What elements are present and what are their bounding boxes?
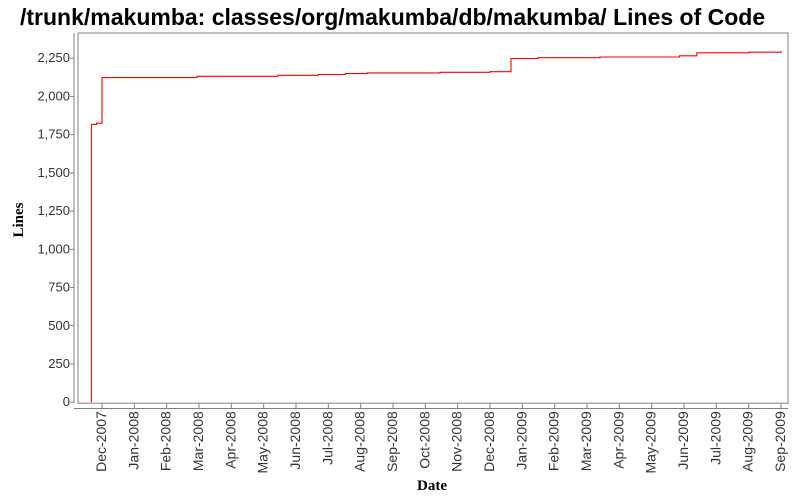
svg-text:2,250: 2,250 <box>37 50 70 65</box>
svg-text:Nov-2008: Nov-2008 <box>449 411 465 472</box>
svg-text:Lines: Lines <box>11 202 27 237</box>
svg-text:Jun-2009: Jun-2009 <box>675 411 691 470</box>
svg-text:2,000: 2,000 <box>37 88 70 103</box>
svg-text:Dec-2008: Dec-2008 <box>481 411 497 472</box>
svg-text:Jun-2008: Jun-2008 <box>287 411 303 470</box>
svg-text:Apr-2008: Apr-2008 <box>222 411 238 469</box>
svg-text:Jan-2009: Jan-2009 <box>513 411 529 470</box>
svg-text:250: 250 <box>48 356 70 371</box>
svg-text:1,750: 1,750 <box>37 127 70 142</box>
svg-text:Aug-2008: Aug-2008 <box>352 411 368 472</box>
svg-text:Feb-2008: Feb-2008 <box>158 411 174 471</box>
svg-text:1,250: 1,250 <box>37 203 70 218</box>
svg-text:1,000: 1,000 <box>37 241 70 256</box>
svg-text:Jan-2008: Jan-2008 <box>125 411 141 470</box>
svg-text:1,500: 1,500 <box>37 165 70 180</box>
svg-text:Aug-2009: Aug-2009 <box>740 411 756 472</box>
svg-text:Mar-2009: Mar-2009 <box>578 411 594 471</box>
svg-text:Feb-2009: Feb-2009 <box>546 411 562 471</box>
svg-text:Jul-2009: Jul-2009 <box>707 411 723 465</box>
svg-text:May-2009: May-2009 <box>643 411 659 473</box>
svg-text:Jul-2008: Jul-2008 <box>319 411 335 465</box>
svg-text:Date: Date <box>417 478 447 494</box>
svg-text:May-2008: May-2008 <box>255 411 271 473</box>
svg-text:750: 750 <box>48 280 70 295</box>
svg-text:500: 500 <box>48 318 70 333</box>
svg-text:Oct-2008: Oct-2008 <box>416 411 432 469</box>
svg-text:Sep-2008: Sep-2008 <box>384 411 400 472</box>
svg-text:Dec-2007: Dec-2007 <box>93 411 109 472</box>
svg-text:Sep-2009: Sep-2009 <box>772 411 788 472</box>
svg-text:Mar-2008: Mar-2008 <box>190 411 206 471</box>
svg-text:0: 0 <box>63 394 70 409</box>
svg-text:Apr-2009: Apr-2009 <box>610 411 626 469</box>
